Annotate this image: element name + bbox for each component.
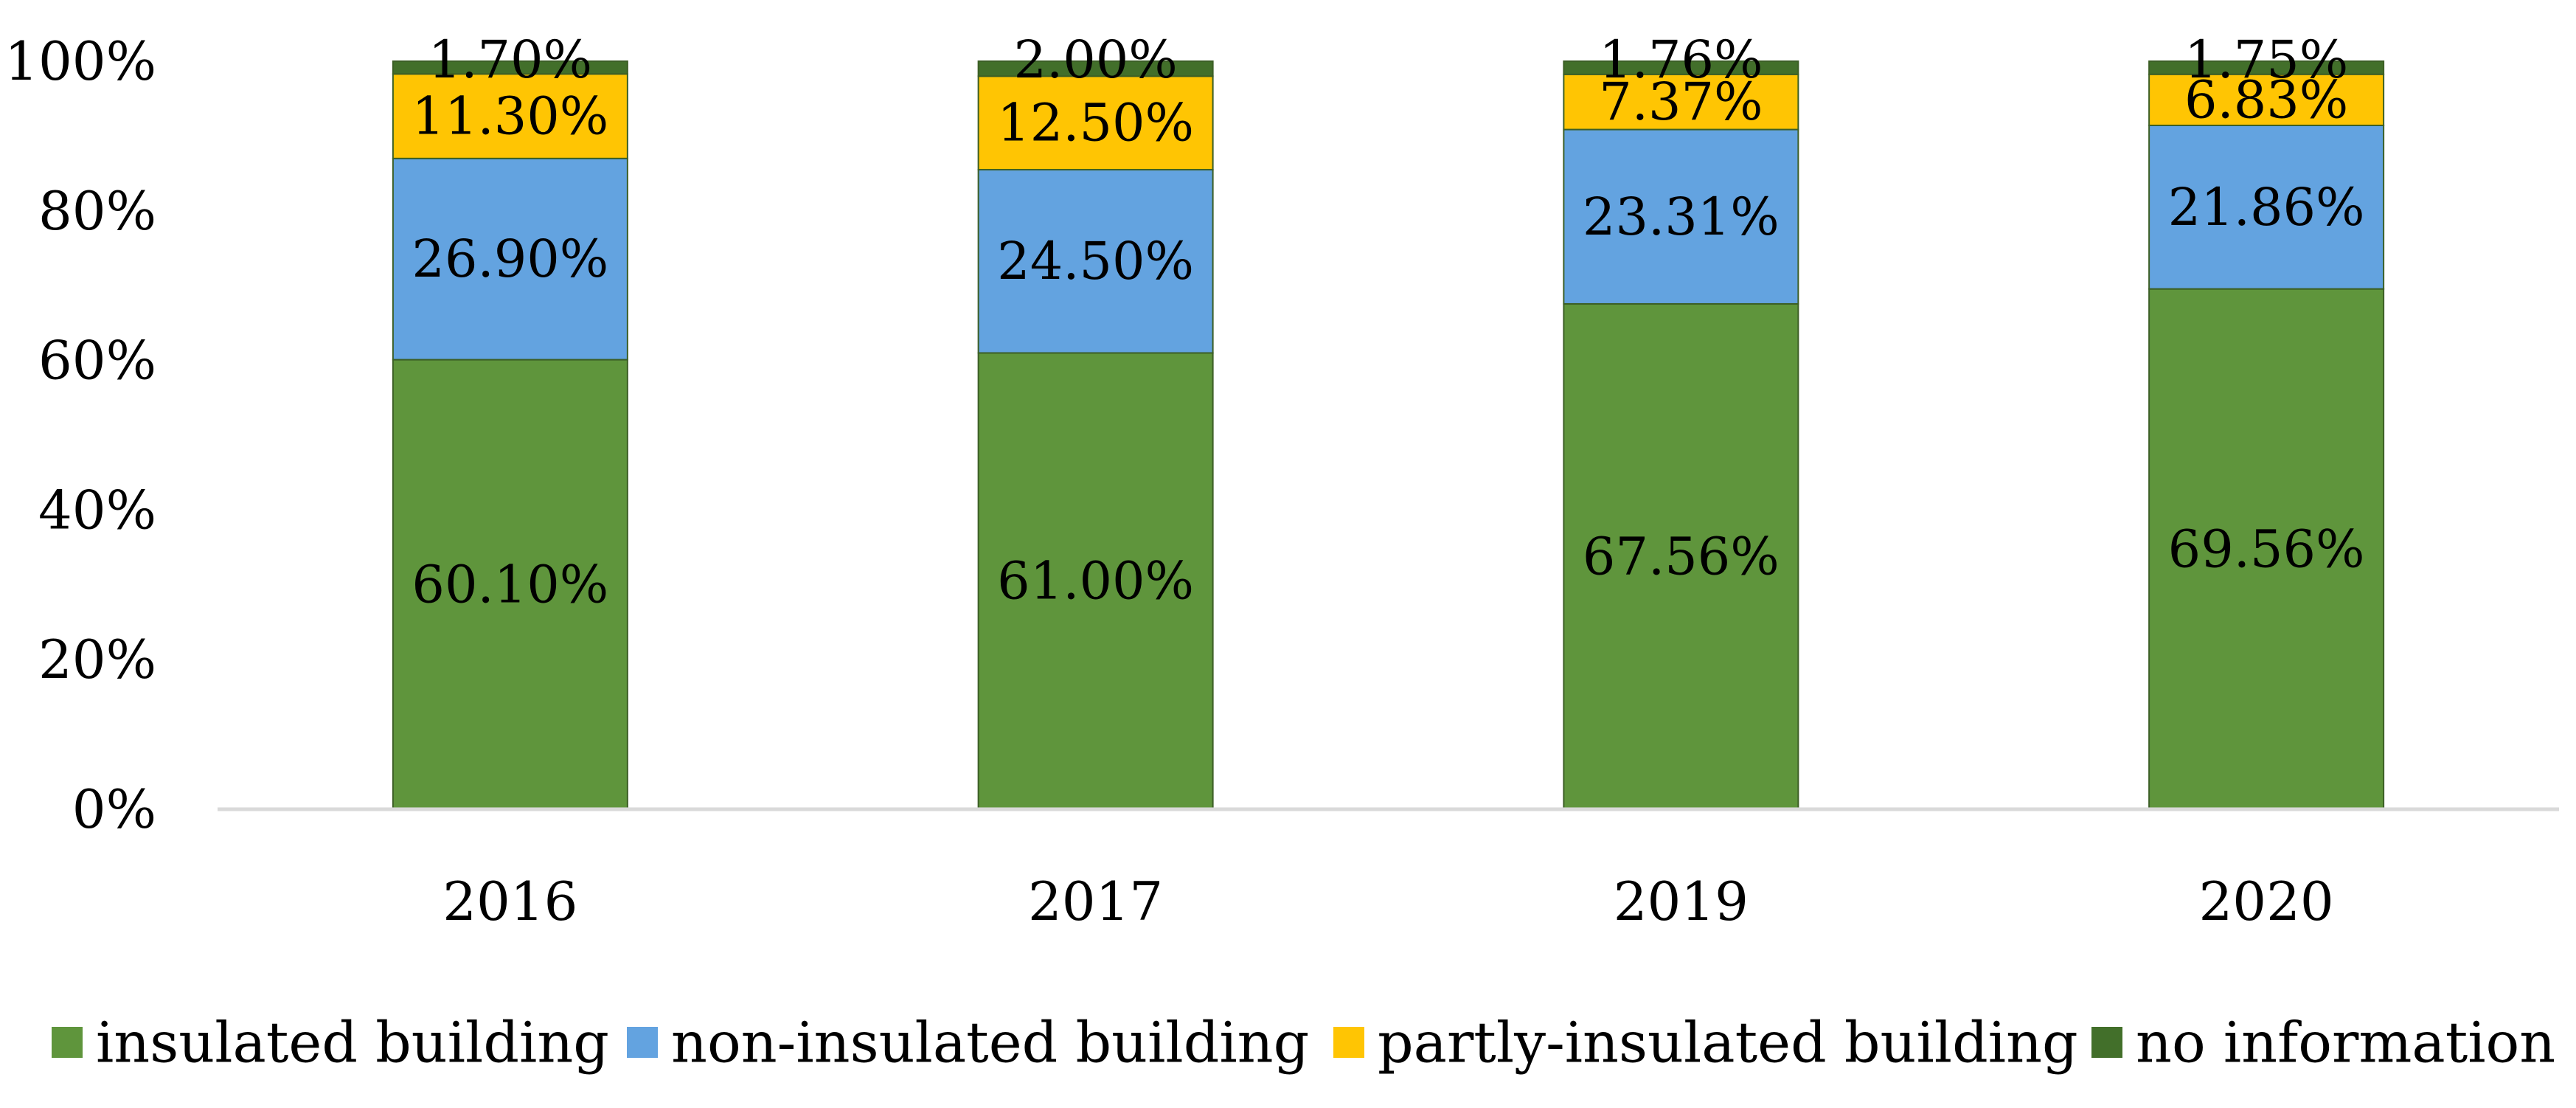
- bar-segment: [1563, 73, 1799, 131]
- x-tick-label: 2019: [1614, 870, 1749, 932]
- bar-data-label: 67.56%: [1583, 526, 1780, 586]
- legend-label: non-insulated building: [671, 1010, 1309, 1076]
- bar-segment: [977, 169, 1214, 354]
- bar-segment: [977, 352, 1214, 810]
- legend-label: insulated building: [96, 1010, 609, 1076]
- y-axis-ticks: 0% 20% 40% 60% 80% 100%: [4, 30, 156, 840]
- bar-segment: [977, 75, 1214, 171]
- x-tick-label: 2017: [1028, 870, 1163, 932]
- bar-data-label: 60.10%: [412, 554, 608, 614]
- bar-segment: [977, 60, 1214, 77]
- bar-segment: [1563, 128, 1799, 305]
- x-tick-label: 2020: [2199, 870, 2334, 932]
- y-tick-label: 0%: [72, 778, 156, 840]
- bar-data-label: 1.70%: [428, 30, 592, 90]
- legend: insulated building non-insulated building…: [52, 1010, 2555, 1076]
- bar-data-label: 1.75%: [2184, 30, 2348, 90]
- bar-data-label: 21.86%: [2168, 177, 2365, 238]
- legend-swatch: [52, 1027, 83, 1058]
- bar-segment: [392, 157, 628, 361]
- bar-segment: [1563, 60, 1799, 75]
- y-tick-label: 20%: [38, 629, 156, 690]
- bar-segment: [2148, 73, 2385, 127]
- legend-swatch: [627, 1027, 658, 1058]
- legend-label: partly-insulated building: [1378, 1010, 2078, 1076]
- bar-data-label: 11.30%: [412, 86, 608, 147]
- y-tick-label: 60%: [38, 330, 156, 392]
- bar-segment: [1563, 302, 1799, 810]
- bars-group: 60.10% 26.90% 11.30%1.70% 61.00% 24.50% 12.50…: [392, 30, 2385, 810]
- legend-swatch: [1333, 1027, 1364, 1058]
- bar-data-label: 1.76%: [1599, 30, 1763, 90]
- bar-segment: [2148, 288, 2385, 810]
- x-axis-ticks: 2016 2017 2019 2020: [442, 870, 2333, 932]
- bar-segment: [2148, 60, 2385, 75]
- bar-data-label: 12.50%: [997, 93, 1194, 153]
- legend-swatch: [2091, 1027, 2122, 1058]
- bar-data-label: 6.83%: [2184, 69, 2348, 130]
- y-tick-label: 100%: [4, 30, 156, 92]
- bar-data-label: 61.00%: [997, 551, 1194, 612]
- bar-segment: [392, 60, 628, 75]
- bar-data-label: 23.31%: [1583, 187, 1780, 247]
- bar-data-label: 26.90%: [412, 229, 608, 289]
- bar-data-label: 69.56%: [2168, 519, 2365, 579]
- x-tick-label: 2016: [442, 870, 577, 932]
- y-tick-label: 80%: [38, 180, 156, 242]
- legend-label: no information: [2136, 1010, 2555, 1076]
- bar-data-label: 2.00%: [1013, 30, 1177, 90]
- bar-data-label: 24.50%: [997, 231, 1194, 291]
- bar-data-label: 7.37%: [1599, 72, 1763, 132]
- y-tick-label: 40%: [38, 479, 156, 541]
- bar-segment: [2148, 125, 2385, 290]
- bar-segment: [392, 359, 628, 810]
